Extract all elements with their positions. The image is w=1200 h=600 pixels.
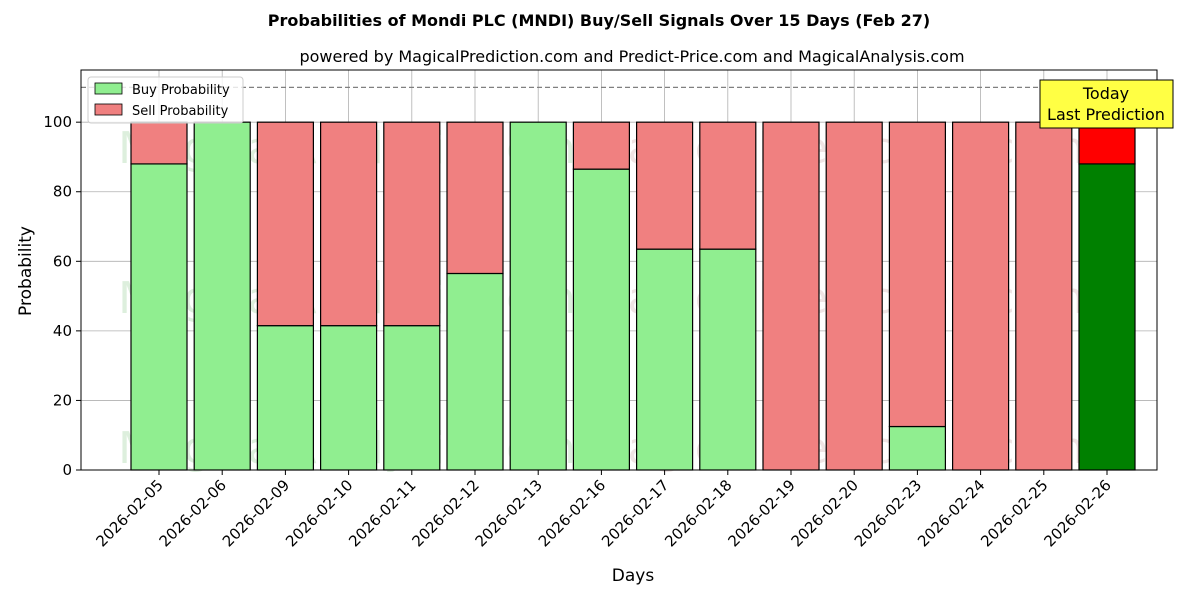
legend-label-sell: Sell Probability [132,104,229,119]
legend: Buy Probability Sell Probability [87,76,244,124]
bar-buy [383,325,441,471]
annotation-line-2: Last Prediction [1047,105,1165,124]
bar-buy [320,325,378,471]
bar-sell [320,121,378,327]
chart-title: Probabilities of Mondi PLC (MNDI) Buy/Se… [268,11,931,30]
bar-sell [635,121,694,250]
annotation-line-1: Today [1082,84,1129,103]
y-axis-label: Probability [16,226,36,316]
bar-sell [762,121,820,471]
bar-sell [1015,121,1073,471]
y-tick-label: 40 [53,322,72,340]
bar-buy [256,325,314,471]
bar-sell [446,121,504,275]
bar-buy [572,168,631,471]
bar-buy [446,272,504,471]
x-axis-label: Days [612,566,655,586]
bar-sell [1078,121,1136,165]
bar-buy [193,121,251,471]
bar-sell [572,121,631,170]
y-tick-label: 20 [53,391,72,409]
bar-sell [256,121,314,327]
bar-sell [699,121,757,250]
bar-buy [509,121,567,471]
bar-buy [130,163,188,471]
bar-sell [888,121,947,428]
bar-sell [951,121,1010,471]
bar-buy [635,248,694,471]
plot-frame [80,69,1158,471]
y-tick-label: 60 [53,252,72,270]
bars [130,121,1136,471]
bar-buy [1078,163,1136,471]
annotation-today: Today Last Prediction [1039,79,1174,129]
y-tick-label: 80 [53,183,72,201]
y-tick-label: 0 [62,461,72,479]
y-tick-label: 100 [43,113,72,131]
annotation-box [1039,79,1174,129]
legend-swatch-buy [94,82,123,95]
bar-sell [383,121,441,327]
y-axis-ticks: 0 20 40 60 80 100 [43,113,81,479]
bar-buy [699,248,757,471]
legend-box [87,76,244,124]
chart-subtitle: powered by MagicalPrediction.com and Pre… [299,47,964,66]
legend-swatch-sell [94,103,123,116]
bar-sell [130,121,188,165]
bar-buy [888,425,947,471]
bar-sell [825,121,883,471]
legend-label-buy: Buy Probability [132,83,230,98]
